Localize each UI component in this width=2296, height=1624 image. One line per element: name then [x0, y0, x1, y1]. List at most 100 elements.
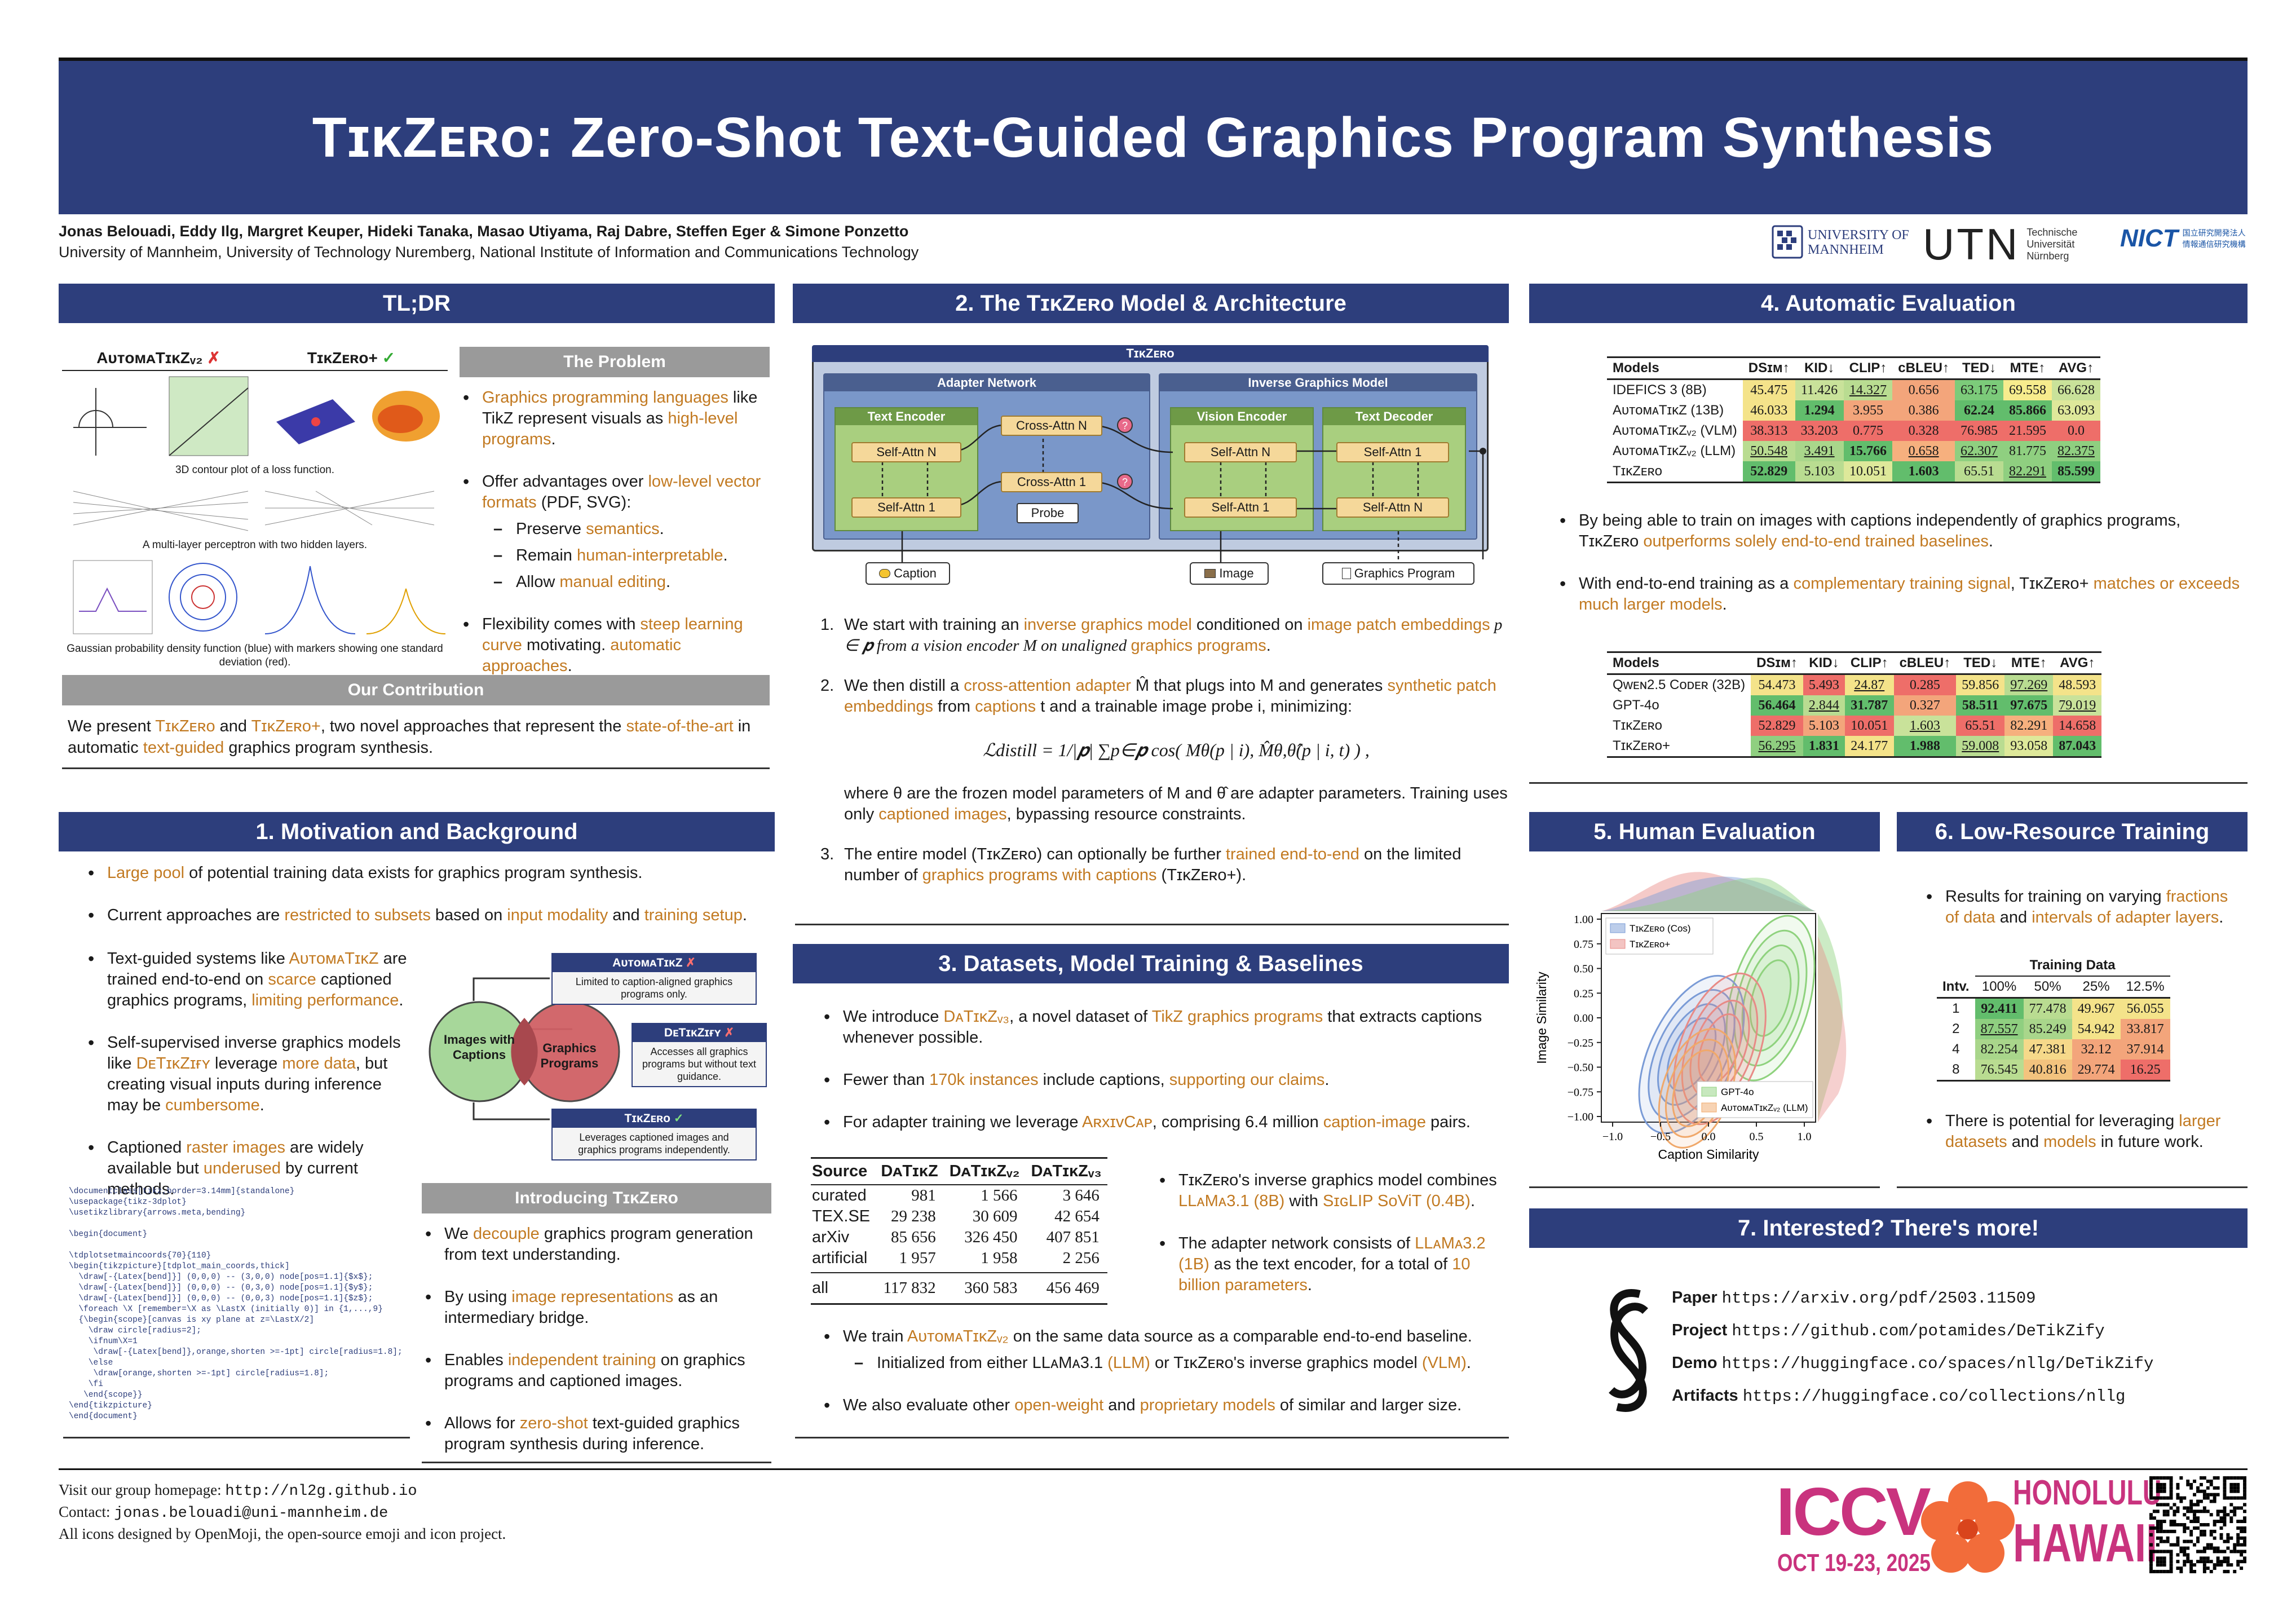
- score-cell: 49.967: [2072, 998, 2121, 1019]
- tldr-row3-thumbnails: [73, 560, 446, 634]
- code-rule: [63, 1437, 410, 1438]
- utn-logo-sub: Technische Universität Nürnberg: [2026, 227, 2078, 262]
- authors: Jonas Belouadi, Eddy Ilg, Margret Keuper…: [59, 223, 909, 240]
- auto-eval-header: 4. Automatic Evaluation: [1529, 284, 2248, 323]
- model-steps: 1. We start with training an inverse grap…: [820, 615, 1508, 905]
- legend-swatch: [1701, 1102, 1717, 1113]
- score-cell: 29.774: [2072, 1060, 2121, 1081]
- score-cell: 5.103: [1795, 461, 1844, 483]
- score-cell: 3.491: [1795, 441, 1844, 461]
- project-logo-icon: [1609, 1289, 1648, 1412]
- x-tick-label: 0.5: [1750, 1131, 1764, 1143]
- column-header: cBLEU↑: [1893, 652, 1957, 675]
- table-row: TɪᴋZᴇʀᴏ+ 56.295 1.831 24.177 1.988 59.008 93.0…: [1607, 736, 2102, 757]
- dataset-item: We introduce DᴀTɪᴋZᵥ₃, a novel dataset o…: [820, 1007, 1508, 1048]
- motivation-left-bullets: Text-guided systems like AᴜᴛᴏᴍᴀTɪᴋZ are …: [85, 948, 412, 1221]
- text-decoder-attn-1-top: Self-Attn 1: [1336, 442, 1449, 462]
- problem-header: The Problem: [460, 347, 770, 377]
- project-link[interactable]: https://github.com/potamides/DeTikZify: [1732, 1322, 2105, 1340]
- low-resource-item: There is potential for leveraging larger…: [1923, 1111, 2244, 1153]
- score-cell: 63.093: [2051, 400, 2100, 421]
- score-cell: 33.203: [1795, 421, 1844, 441]
- score-cell: 63.175: [1954, 379, 2003, 400]
- auto-eval-bullets: By being able to train on images with ca…: [1556, 510, 2244, 637]
- dataset-item: The adapter network consists of LLᴀMᴀ3.2…: [1156, 1233, 1511, 1296]
- iccv-logo: ICCV OCT 19-23, 2025 HONOLULU HAWAII: [1776, 1473, 2171, 1603]
- y-axis-label: Image Similarity: [1534, 972, 1549, 1064]
- low-resource-rule: [1897, 1186, 2248, 1188]
- score-cell: 58.511: [1956, 695, 2005, 716]
- score-cell: 48.593: [2053, 674, 2102, 695]
- legend-swatch: [1610, 939, 1626, 949]
- y-tick-label: −1.00: [1568, 1111, 1593, 1123]
- motivation-item: Captioned raster images are widely avail…: [85, 1137, 412, 1200]
- mannheim-crest-icon: [1772, 225, 1803, 259]
- score-cell: 47.381: [2023, 1039, 2072, 1060]
- column-header: KID↓: [1803, 652, 1845, 675]
- auto-eval-table-1: Models DSɪᴍ↑ KID↓ CLIP↑ cBLEU↑ TED↓ MTE↑ AVG↑ ID…: [1607, 356, 2100, 483]
- y-tick-label: 0.25: [1574, 987, 1593, 1000]
- score-cell: 62.24: [1954, 400, 2003, 421]
- more-header: 7. Interested? There's more!: [1529, 1208, 2248, 1248]
- tldr-col-tikzero: TɪᴋZᴇʀᴏ+: [307, 348, 378, 367]
- dataset-item: TɪᴋZᴇʀᴏ's inverse graphics model combine…: [1156, 1170, 1511, 1212]
- score-cell: 10.051: [1844, 716, 1894, 736]
- tldr-figure: AᴜᴛᴏᴍᴀTɪᴋZᵥ₂ ✗ TɪᴋZᴇʀᴏ+ ✓ 3D contour plo…: [62, 345, 448, 668]
- hawaii-text: HAWAII: [2013, 1513, 2158, 1573]
- column-header: DSɪᴍ↑: [1751, 652, 1803, 675]
- diagram-title: TɪᴋZᴇʀᴏ: [812, 345, 1489, 362]
- model-step-1: 1. We start with training an inverse grap…: [820, 616, 1503, 655]
- score-cell: 82.375: [2051, 441, 2100, 461]
- model-name-cell: AᴜᴛᴏᴍᴀTɪᴋZ (13B): [1613, 403, 1724, 418]
- marginal-x-red: [1601, 872, 1816, 911]
- score-cell: 65.51: [1956, 716, 2005, 736]
- cross-attn-n: Cross-Attn N: [1001, 416, 1102, 436]
- model-name-cell: Qᴡᴇɴ2.5 Cᴏᴅᴇʀ (32B): [1613, 677, 1746, 692]
- link-row: Project https://github.com/potamides/DeT…: [1672, 1321, 2105, 1340]
- problem-panel: The Problem Graphics programming languag…: [460, 347, 770, 698]
- demo-link[interactable]: https://huggingface.co/spaces/nllg/DeTik…: [1721, 1354, 2154, 1373]
- intro-item: By using image representations as an int…: [422, 1287, 771, 1329]
- nict-logo-sub: 国立研究開発法人 情報通信研究機構: [2182, 228, 2246, 249]
- table-row: TɪᴋZᴇʀᴏ 52.829 5.103 10.051 1.603 65.51 82.291…: [1607, 716, 2102, 736]
- table-row: curated 981 1 566 3 646: [812, 1186, 1100, 1204]
- score-cell: 62.307: [1954, 441, 2003, 461]
- score-cell: 82.291: [2004, 716, 2054, 736]
- model-name-cell: TɪᴋZᴇʀᴏ: [1613, 464, 1662, 479]
- score-cell: 65.51: [1954, 461, 2003, 483]
- score-cell: 0.775: [1843, 421, 1893, 441]
- motivation-top-bullets: Large pool of potential training data ex…: [85, 863, 772, 947]
- problem-item: Graphics programming languages like TikZ…: [460, 387, 770, 450]
- problem-sub-item: Allow manual editing.: [482, 572, 770, 593]
- cross-icon: ✗: [207, 348, 220, 367]
- score-cell: 97.675: [2004, 695, 2054, 716]
- artifacts-link[interactable]: https://huggingface.co/collections/nllg: [1742, 1387, 2126, 1406]
- score-cell: 76.545: [1975, 1060, 2024, 1081]
- hibiscus-icon: [1921, 1481, 2015, 1573]
- cross-icon: ✗: [724, 1026, 735, 1039]
- score-cell: 76.985: [1954, 421, 2003, 441]
- score-cell: 40.816: [2023, 1060, 2072, 1081]
- column-header: MTE↑: [2004, 652, 2054, 675]
- score-cell: 1.831: [1803, 736, 1845, 757]
- score-cell: 1.603: [1892, 461, 1955, 483]
- introducing-panel: Introducing TɪᴋZᴇʀᴏ We decouple graphics…: [422, 1183, 771, 1463]
- footer-rule: [59, 1468, 2248, 1470]
- footer-text: Visit our group homepage: http://nl2g.gi…: [59, 1481, 506, 1542]
- legend-swatch: [1610, 923, 1626, 933]
- text-decoder-attn-n: Self-Attn N: [1336, 497, 1449, 518]
- contact-email[interactable]: jonas.belouadi@uni-mannheim.de: [114, 1505, 388, 1522]
- motivation-item: Text-guided systems like AᴜᴛᴏᴍᴀTɪᴋZ are …: [85, 948, 412, 1011]
- score-cell: 85.866: [2003, 400, 2052, 421]
- column-header: AVG↑: [2051, 357, 2100, 380]
- datasets-side-bullets: TɪᴋZᴇʀᴏ's inverse graphics model combine…: [1156, 1170, 1511, 1317]
- interval-cell: 4: [1952, 1042, 1960, 1057]
- score-cell: 59.856: [1956, 674, 2005, 695]
- paper-link[interactable]: https://arxiv.org/pdf/2503.11509: [1721, 1289, 2036, 1308]
- table-row: all 117 832 360 583 456 469: [811, 1273, 1107, 1304]
- score-cell: 77.478: [2023, 998, 2072, 1019]
- homepage-link[interactable]: http://nl2g.github.io: [225, 1483, 417, 1500]
- eval-table: Models DSɪᴍ↑ KID↓ CLIP↑ cBLEU↑ TED↓ MTE↑ AVG↑ Qᴡ…: [1607, 651, 2102, 758]
- qr-code-icon[interactable]: [2149, 1476, 2246, 1573]
- check-icon: ✓: [673, 1112, 684, 1125]
